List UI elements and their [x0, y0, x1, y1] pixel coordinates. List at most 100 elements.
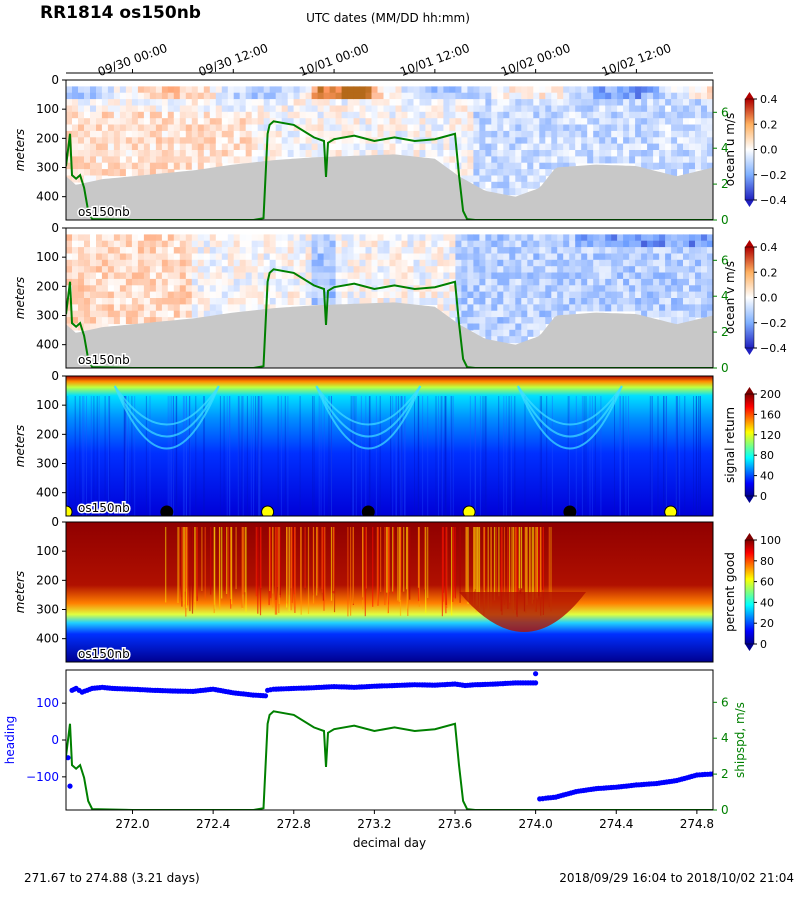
scattering-arc: [315, 385, 422, 426]
night-marker: [361, 505, 375, 516]
colorbar-extend-bottom: [745, 200, 754, 207]
colorbar-tick-label: 0.0: [760, 292, 778, 305]
depth-tick-label: 400: [36, 486, 59, 500]
instrument-label: os150nb: [78, 501, 130, 515]
panel-ocean-v: os150nb: [65, 227, 714, 369]
colorbar-tick-label: 120: [760, 429, 781, 442]
depth-tick-label: 200: [36, 573, 59, 587]
colorbar-label: ocean v m/s: [723, 261, 737, 334]
x-tick-label: 272.8: [277, 817, 311, 831]
x-tick-label: 274.0: [518, 817, 552, 831]
heading-tick-label: 100: [36, 696, 59, 710]
depth-axis-label: meters: [13, 425, 27, 467]
depth-tick-label: 300: [36, 603, 59, 617]
day-marker: [664, 505, 678, 516]
panel-heading-shipspeed: [65, 669, 714, 811]
heading-tick-label: −100: [26, 770, 59, 784]
right-tick-label: 0: [721, 213, 729, 227]
depth-tick-label: 400: [36, 338, 59, 352]
colorbar-tick-label: 160: [760, 408, 781, 421]
day-marker: [462, 505, 476, 516]
colorbar-extend-top: [745, 387, 754, 394]
shipspeed-tick-label: 4: [721, 731, 729, 745]
x-tick-label: 272.0: [115, 817, 149, 831]
colorbar-tick-label: 0.4: [760, 241, 778, 254]
heading-point: [533, 680, 539, 686]
colorbar-tick-label: 0: [760, 638, 767, 651]
top-axis-label: UTC dates (MM/DD hh:mm): [306, 11, 470, 25]
colorbar-tick-label: 100: [760, 534, 781, 547]
depth-tick-label: 100: [36, 398, 59, 412]
colorbar-label: percent good: [723, 552, 737, 632]
heading-point: [262, 693, 269, 699]
night-marker: [563, 505, 577, 516]
colorbar-extend-top: [745, 240, 754, 247]
colorbar-tick-label: 200: [760, 388, 781, 401]
depth-tick-label: 0: [51, 369, 59, 383]
day-marker: [66, 505, 73, 516]
depth-tick-label: 0: [51, 221, 59, 235]
page-title: RR1814 os150nb: [40, 3, 201, 23]
shipspeed-tick-label: 6: [721, 695, 729, 709]
colorbar-tick-label: 0.2: [760, 266, 778, 279]
bottom-mask: [66, 302, 713, 368]
depth-tick-label: 100: [36, 102, 59, 116]
footer-day-range: 271.67 to 274.88 (3.21 days): [24, 871, 200, 885]
colorbar-label: signal return: [723, 407, 737, 483]
depth-tick-label: 200: [36, 427, 59, 441]
ocean-u-frame: [65, 79, 714, 221]
ocean-v-heatmap: os150nb: [66, 228, 713, 368]
right-tick-label: 6: [721, 253, 729, 267]
colorbar-extend-bottom: [745, 496, 754, 503]
colorbar-tick-label: 80: [760, 555, 774, 568]
night-marker: [160, 505, 174, 516]
colorbar-tick-label: 20: [760, 617, 774, 630]
right-tick-label: 4: [721, 141, 729, 155]
colorbar-label: ocean u m/s: [723, 113, 737, 187]
signal-return-frame: [65, 375, 714, 517]
depth-tick-label: 100: [36, 250, 59, 264]
panel-percent-good: os150nb: [65, 521, 714, 663]
heading-point: [67, 783, 73, 789]
colorbar-tick-label: 0: [760, 490, 767, 503]
heading-shipspeed-plot: [66, 671, 713, 810]
depth-tick-label: 300: [36, 457, 59, 471]
right-tick-label: 6: [721, 105, 729, 119]
good-data-bowl: [459, 592, 587, 632]
scattering-arc: [517, 385, 623, 438]
heading-point: [66, 755, 71, 761]
colorbar: [744, 539, 755, 645]
x-tick-label: 272.4: [196, 817, 230, 831]
depth-tick-label: 400: [36, 190, 59, 204]
colorbar-tick-label: −0.4: [760, 342, 787, 355]
colorbar-extend-top: [745, 533, 754, 540]
right-tick-label: 4: [721, 289, 729, 303]
depth-axis-label: meters: [13, 277, 27, 319]
top-date-axis: 09/30 00:00 09/30 12:00 10/01 00:00 10/01 1…: [66, 41, 713, 79]
day-marker: [261, 505, 275, 516]
x-axis-label: decimal day: [353, 836, 426, 850]
footer-date-range: 2018/09/29 16:04 to 2018/10/02 21:04: [559, 871, 794, 885]
right-tick-label: 0: [721, 361, 729, 375]
colorbar-tick-label: 0.0: [760, 144, 778, 157]
depth-tick-label: 0: [51, 515, 59, 529]
right-tick-label: 2: [721, 325, 729, 339]
depth-axis-label: meters: [13, 129, 27, 171]
ocean-v-frame: [65, 227, 714, 369]
depth-tick-label: 200: [36, 131, 59, 145]
ocean-u-heatmap: os150nb: [66, 80, 713, 220]
percent-good-frame: [65, 521, 714, 663]
depth-tick-label: 0: [51, 73, 59, 87]
colorbar: [744, 393, 755, 497]
depth-axis-label: meters: [13, 571, 27, 613]
x-tick-label: 273.6: [438, 817, 472, 831]
signal-base: [66, 376, 713, 516]
ship-speed-line: [66, 710, 713, 810]
colorbar-tick-label: −0.2: [760, 169, 787, 182]
scattering-arc: [113, 385, 220, 426]
heading-tick-label: 0: [51, 733, 59, 747]
heading-axis-label: heading: [3, 716, 17, 765]
instrument-label: os150nb: [78, 647, 130, 661]
shipspeed-tick-label: 2: [721, 767, 729, 781]
right-tick-label: 2: [721, 177, 729, 191]
